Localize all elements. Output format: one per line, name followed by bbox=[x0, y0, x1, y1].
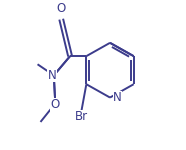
Text: O: O bbox=[51, 98, 60, 111]
Text: O: O bbox=[57, 2, 66, 15]
Text: Br: Br bbox=[75, 110, 88, 123]
Text: N: N bbox=[48, 69, 57, 82]
Text: N: N bbox=[113, 91, 122, 104]
